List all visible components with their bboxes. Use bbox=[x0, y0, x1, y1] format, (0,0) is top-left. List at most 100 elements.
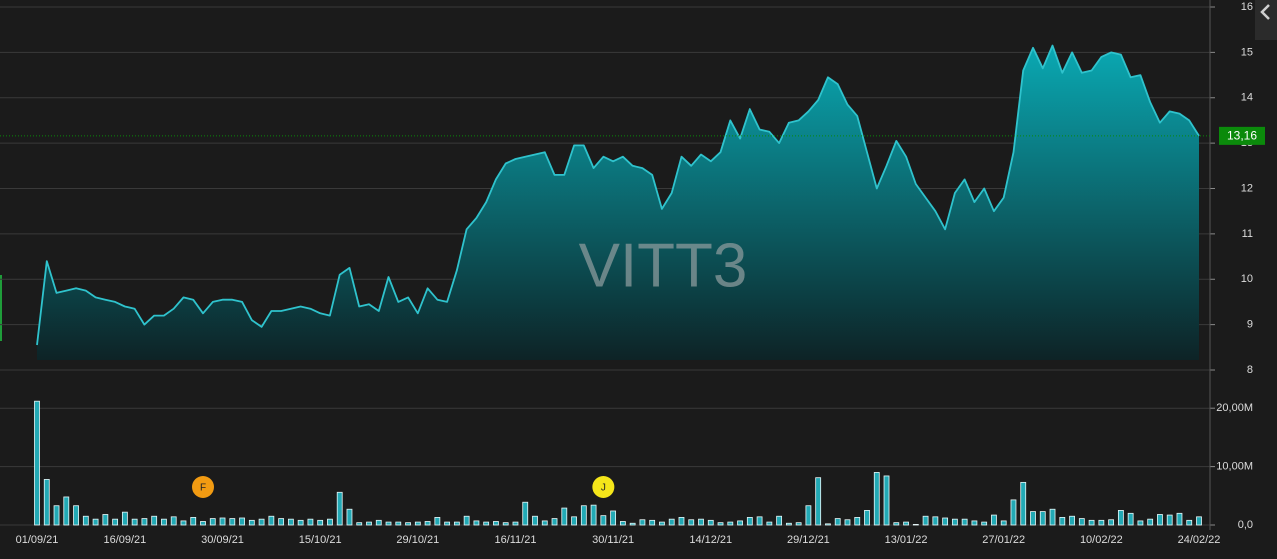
volume-bar bbox=[619, 521, 626, 526]
volume-bar bbox=[785, 522, 792, 526]
volume-bar bbox=[1176, 512, 1183, 526]
volume-bar bbox=[229, 518, 236, 526]
volume-bar bbox=[825, 523, 831, 526]
volume-bar bbox=[864, 509, 870, 526]
volume-bar bbox=[854, 517, 861, 526]
y-tick-label: 8 bbox=[1247, 364, 1253, 376]
volume-bar bbox=[473, 520, 480, 526]
volume-bar bbox=[219, 517, 226, 526]
volume-bar bbox=[951, 518, 958, 526]
volume-bar bbox=[287, 518, 294, 526]
volume-bar bbox=[1088, 519, 1095, 526]
volume-bar bbox=[385, 521, 392, 526]
volume-bar bbox=[532, 515, 538, 526]
watermark: VITT3 bbox=[579, 231, 748, 300]
volume-bar bbox=[1010, 499, 1017, 526]
volume-bar bbox=[34, 400, 40, 526]
volume-bar bbox=[844, 519, 851, 526]
volume-bar bbox=[766, 521, 773, 526]
price-label-box bbox=[1219, 126, 1265, 145]
volume-bar bbox=[922, 515, 929, 526]
volume-bar bbox=[903, 521, 909, 526]
volume-bar bbox=[258, 518, 265, 526]
volume-bar bbox=[795, 522, 802, 526]
volume-bar bbox=[1117, 509, 1124, 526]
volume-bar bbox=[981, 521, 988, 526]
volume-bar bbox=[893, 522, 900, 526]
x-tick-label: 13/01/22 bbox=[885, 534, 928, 546]
volume-bar bbox=[453, 521, 460, 526]
volume-bar bbox=[1108, 519, 1115, 526]
volume-bar bbox=[1137, 520, 1144, 526]
volume-bar bbox=[141, 518, 148, 526]
volume-bar bbox=[73, 505, 79, 526]
volume-bar bbox=[336, 491, 343, 526]
volume-bar bbox=[268, 515, 275, 526]
volume-bar bbox=[717, 522, 724, 526]
volume-bar bbox=[551, 518, 558, 526]
x-tick-label: 30/09/21 bbox=[201, 534, 244, 546]
x-tick-label: 29/10/21 bbox=[396, 534, 439, 546]
volume-bar bbox=[805, 505, 812, 526]
volume-bar bbox=[248, 519, 255, 526]
price-label: 13,16 bbox=[1227, 129, 1257, 143]
event-marker bbox=[192, 476, 214, 498]
y-tick-label: 14 bbox=[1241, 92, 1253, 104]
volume-bar bbox=[541, 520, 548, 526]
volume-bar bbox=[1069, 515, 1075, 526]
x-tick-label: 10/02/22 bbox=[1080, 534, 1123, 546]
x-tick-label: 24/02/22 bbox=[1178, 534, 1221, 546]
x-tick-label: 16/11/21 bbox=[494, 534, 536, 546]
volume-bar bbox=[1196, 516, 1202, 526]
volume-bar bbox=[463, 515, 470, 526]
volume-bar bbox=[483, 521, 490, 526]
event-label: J bbox=[601, 483, 606, 494]
volume-bar bbox=[971, 520, 978, 526]
volume-bar bbox=[776, 515, 783, 526]
y-tick-label: 15 bbox=[1241, 46, 1253, 58]
volume-bar bbox=[737, 520, 743, 526]
volume-bar bbox=[121, 511, 128, 526]
volume-bar bbox=[932, 516, 939, 526]
volume-bar bbox=[43, 479, 50, 526]
volume-bar bbox=[522, 501, 529, 526]
volume-bar bbox=[278, 518, 285, 526]
volume-bar bbox=[1098, 519, 1105, 526]
collapse-button[interactable] bbox=[1255, 0, 1277, 40]
volume-bar bbox=[815, 477, 822, 526]
volume-bar bbox=[610, 510, 617, 526]
volume-bar bbox=[756, 516, 763, 526]
y-tick-label: 20,00M bbox=[1216, 402, 1253, 414]
volume-bar bbox=[200, 521, 206, 526]
volume-bar bbox=[629, 522, 636, 526]
volume-bar bbox=[746, 517, 753, 526]
volume-bar bbox=[414, 521, 421, 526]
y-tick-label: 10,00M bbox=[1216, 461, 1253, 473]
volume-bar bbox=[405, 522, 411, 526]
volume-bar bbox=[102, 514, 109, 526]
volume-bar bbox=[434, 517, 441, 526]
volume-bar bbox=[356, 522, 363, 526]
volume-bar bbox=[190, 517, 197, 526]
volume-bar bbox=[600, 515, 607, 526]
volume-bar bbox=[493, 521, 499, 526]
volume-bar bbox=[1078, 518, 1085, 526]
volume-bar bbox=[678, 517, 685, 526]
volume-bar bbox=[366, 521, 372, 526]
x-tick-label: 30/11/21 bbox=[592, 534, 634, 546]
volume-bar bbox=[590, 504, 597, 526]
volume-bar bbox=[317, 519, 324, 526]
volume-bar bbox=[688, 519, 695, 526]
volume-bar bbox=[512, 521, 519, 526]
event-label: F bbox=[200, 483, 206, 494]
volume-bar bbox=[180, 520, 187, 526]
x-tick-label: 01/09/21 bbox=[16, 534, 59, 546]
collapse-tab[interactable] bbox=[1255, 0, 1277, 40]
volume-bar bbox=[131, 518, 138, 526]
volume-bar bbox=[502, 522, 509, 526]
volume-bar bbox=[727, 521, 734, 526]
volume-bar bbox=[1186, 519, 1193, 526]
volume-bar bbox=[1039, 511, 1046, 526]
volume-bar bbox=[1059, 517, 1066, 526]
